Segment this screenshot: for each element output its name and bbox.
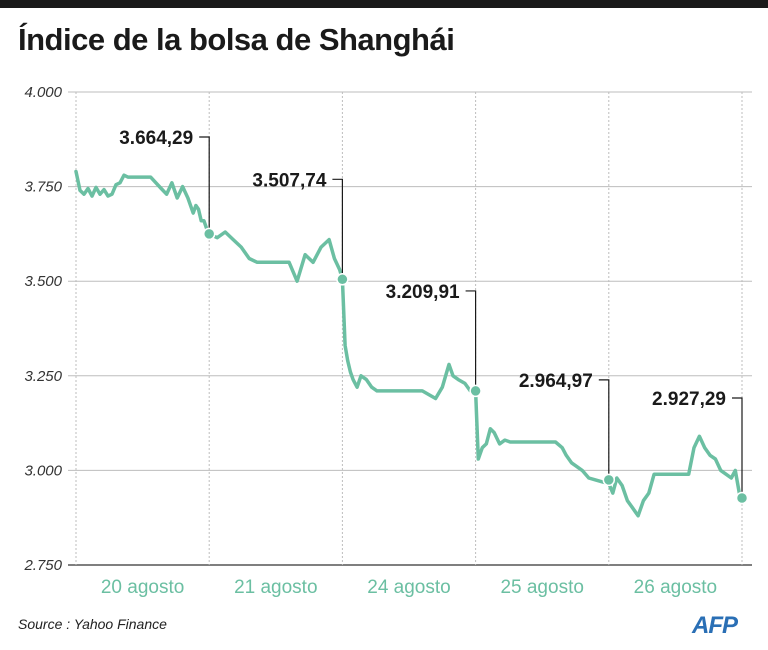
close-annotation: 2.964,97 (519, 371, 616, 487)
x-day-label: 26 agosto (634, 577, 717, 598)
y-tick-label: 4.000 (24, 84, 62, 101)
close-annotation: 3.209,91 (386, 282, 482, 398)
x-day-label: 24 agosto (367, 577, 450, 598)
leader-line (732, 397, 743, 495)
y-tick-label: 3.750 (24, 179, 62, 196)
close-value-label: 2.964,97 (519, 371, 593, 392)
index-line (74, 169, 211, 236)
y-tick-label: 3.000 (24, 462, 62, 479)
index-line (607, 434, 744, 518)
chart-title: Índice de la bolsa de Shanghái (18, 22, 455, 57)
close-annotation: 3.664,29 (119, 128, 216, 241)
y-tick-label: 3.500 (24, 273, 62, 290)
leader-line (199, 136, 210, 230)
x-day-label: 25 agosto (500, 577, 583, 598)
close-point (469, 384, 482, 398)
leader-line (332, 178, 343, 276)
leader-line (465, 290, 477, 387)
close-value-label: 3.507,74 (252, 170, 326, 191)
index-line (340, 277, 478, 401)
index-line (473, 389, 611, 486)
close-value-label: 2.927,29 (652, 389, 726, 410)
x-day-label: 20 agosto (101, 577, 184, 598)
close-point (602, 473, 616, 487)
leader-line (598, 379, 610, 476)
close-point (336, 273, 349, 286)
afp-logo: AFP (692, 612, 738, 639)
close-point (202, 227, 216, 241)
close-value-label: 3.209,91 (386, 282, 460, 303)
close-point (735, 491, 749, 505)
index-line (207, 230, 345, 283)
close-value-label: 3.664,29 (119, 128, 193, 149)
x-day-label: 21 agosto (234, 577, 317, 598)
y-tick-label: 2.750 (23, 557, 62, 574)
top-bar (0, 0, 768, 8)
close-annotation: 3.507,74 (252, 170, 349, 286)
source-note: Source : Yahoo Finance (18, 616, 167, 632)
y-tick-label: 3.250 (24, 368, 62, 385)
close-annotation: 2.927,29 (652, 389, 749, 505)
